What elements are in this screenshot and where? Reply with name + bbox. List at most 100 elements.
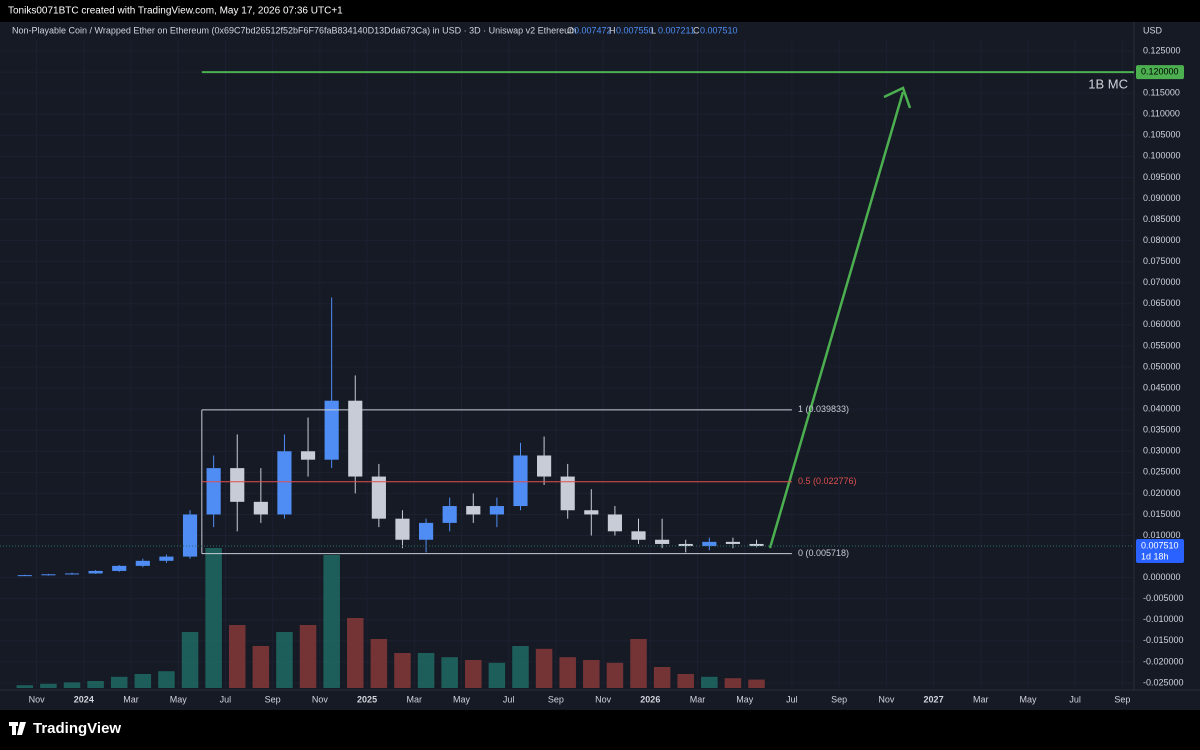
volume-bar [40,683,57,688]
candle-body [253,501,268,515]
candle-body [607,514,622,532]
y-tick-label: 0.090000 [1143,193,1181,203]
volume-bar [512,646,529,688]
legend-value: 0.007472 [574,25,612,35]
candle-body [182,514,198,557]
candle-body [749,543,764,547]
volume-bar [701,676,718,688]
volume-bar [441,657,458,688]
candle-body [17,575,32,577]
x-tick-label: May [453,694,471,704]
candle-body [41,574,56,576]
candle-body [418,522,434,540]
candle-body [135,560,150,566]
y-tick-label: 0.075000 [1143,256,1181,266]
volume-bar [724,678,742,688]
fib-label: 1 (0.039833) [798,404,849,414]
volume-bar [323,555,340,688]
arrow-head [883,86,912,109]
volume-bar [465,660,482,688]
x-tick-label: Nov [312,694,329,704]
candle-body [88,570,103,574]
candle-body [277,451,292,515]
last-price-label: 0.007510 [1141,540,1179,550]
y-tick-label: 0.060000 [1143,319,1181,329]
legend-value: 0.007510 [700,25,738,35]
x-tick-label: Jul [786,694,798,704]
x-tick-label: Mar [407,694,423,704]
volume-bar [630,639,647,688]
candle-body [371,476,386,519]
plot-area [0,22,1134,690]
legend-key: C [693,25,700,35]
symbol-title: Non-Playable Coin / Wrapped Ether on Eth… [12,25,577,35]
x-tick-label: May [170,694,188,704]
y-tick-label: -0.025000 [1143,677,1184,687]
y-tick-label: 0.020000 [1143,488,1181,498]
y-tick-label: -0.010000 [1143,614,1184,624]
volume-bar [276,632,293,688]
candle-body [230,468,245,502]
candle-body [655,539,670,544]
target-tag [1136,65,1184,80]
y-tick-label: 0.010000 [1143,530,1181,540]
price-axis [1134,22,1200,690]
header: Toniks0071BTC created with TradingView.c… [8,6,343,17]
volume-bar [346,618,364,688]
x-tick-label: Sep [548,694,564,704]
volume-bar [559,657,576,688]
y-tick-label: 0.125000 [1143,45,1181,55]
x-tick-label: Nov [595,694,612,704]
x-tick-label: Nov [878,694,895,704]
candle-body [631,531,646,540]
x-tick-label: Nov [29,694,46,704]
volume-bar [535,648,553,688]
candle-body [678,543,693,547]
candle-body [513,455,528,507]
x-tick-label: Jul [1069,694,1081,704]
volume-bar [370,639,388,688]
legend-key: O [567,25,574,35]
volume-bar [134,674,152,688]
candle-body [159,556,174,561]
candle-body [112,565,127,571]
y-tick-label: 0.105000 [1143,130,1181,140]
volume-bar [748,679,765,688]
x-tick-label: Sep [1114,694,1130,704]
volume-bar [205,548,222,688]
last-price-tag [1136,539,1184,564]
y-tick-label: -0.020000 [1143,656,1184,666]
brand: TradingView [33,720,121,737]
volume-bar [252,646,270,688]
y-tick-label: 0.045000 [1143,382,1181,392]
volume-bar [87,681,104,688]
candle-body [584,510,599,515]
volume-bar [677,674,694,688]
volume-bar [63,682,81,688]
volume-bar [394,653,411,688]
volume-bar [110,676,128,688]
candle-body [725,541,741,544]
candle-body [489,506,504,515]
candle-body [395,518,410,540]
y-tick-label: 0.085000 [1143,214,1181,224]
x-tick-label: Mar [973,694,989,704]
candle-body [348,400,363,477]
volume-bar [583,660,600,688]
y-tick-label: 0.065000 [1143,298,1181,308]
volume-bar [299,625,317,688]
currency: USD [1143,25,1163,35]
y-tick-label: 0.080000 [1143,235,1181,245]
arrow [768,91,905,549]
logo [9,722,26,735]
x-tick-label: May [736,694,754,704]
volume-bar [488,662,506,688]
volume-bar [16,685,34,688]
x-tick-label: May [1019,694,1037,704]
candle-body [206,468,221,515]
y-tick-label: 0.115000 [1143,88,1180,98]
volume-bar [181,632,199,688]
candle-body [300,451,316,460]
